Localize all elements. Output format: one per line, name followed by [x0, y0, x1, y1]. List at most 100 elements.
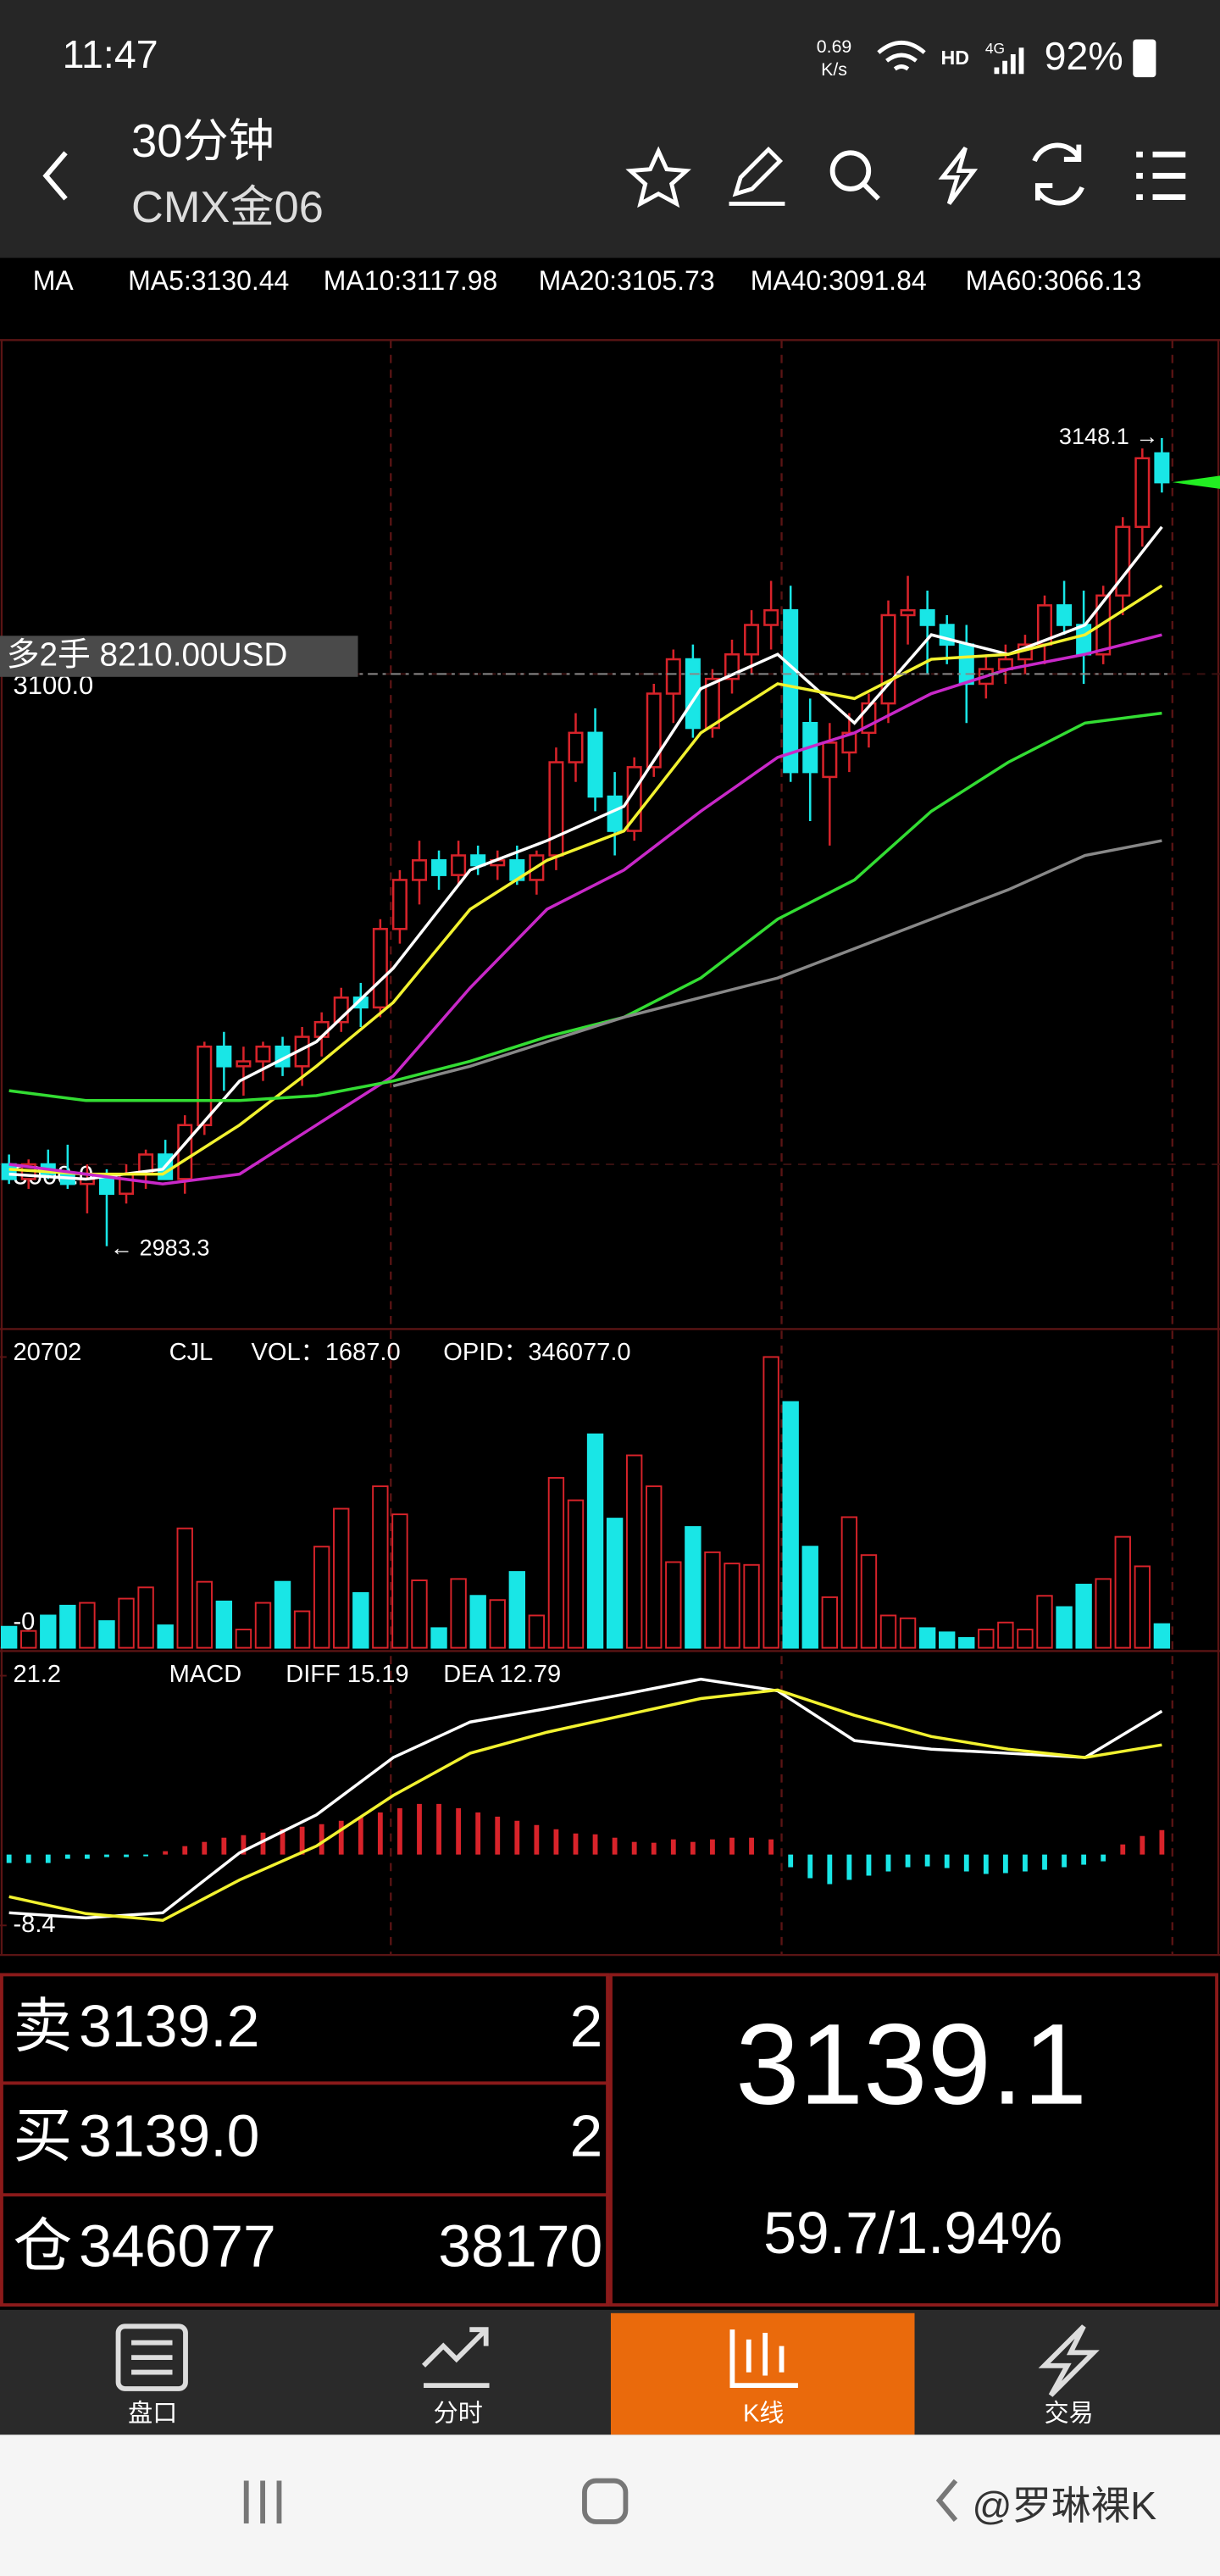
candle-body: [646, 692, 662, 769]
volume-bar: [801, 1546, 818, 1649]
volume-bar: [489, 1599, 506, 1649]
last-price: 3139.1: [735, 2000, 1087, 2129]
candle-body: [548, 761, 564, 857]
macd-legend-item: DEA 12.79: [443, 1661, 561, 1688]
ma-legend-item: MA5:3130.44: [128, 265, 289, 296]
candle-body: [216, 1045, 232, 1068]
candle-body: [665, 658, 681, 695]
ask-price: 3139.2: [79, 1993, 259, 2059]
volume-bar: [333, 1507, 350, 1649]
macd-line: [8, 1677, 1163, 1920]
volume-tick-label: 20702: [14, 1339, 82, 1366]
volume-bar: [391, 1513, 408, 1649]
high-label: 3148.1 →: [1059, 423, 1159, 449]
tab-icons: [115, 2323, 1100, 2397]
oi-change: 38170: [438, 2213, 602, 2279]
tab-label[interactable]: 分时: [434, 2400, 483, 2428]
chart-bg: [0, 258, 1220, 1972]
tab-label[interactable]: K线: [743, 2400, 784, 2428]
candle-body: [431, 859, 447, 876]
tab-label[interactable]: 盘口: [128, 2400, 177, 2428]
quote-panel: 卖 3139.2 2 买 3139.0 2 仓 346077 38170 313…: [0, 1971, 1220, 2310]
volume-bar: [665, 1561, 682, 1649]
volume-bar: [118, 1597, 135, 1649]
refresh-icon[interactable]: [1032, 142, 1084, 206]
volume-bar: [196, 1580, 213, 1649]
ma-legend-item: MA20:3105.73: [539, 265, 715, 296]
candle-body: [98, 1178, 114, 1196]
volume-bar: [724, 1563, 740, 1649]
price-change: 59.7/1.94%: [763, 2200, 1062, 2266]
bid-qty: 2: [569, 2103, 602, 2169]
ask-qty: 2: [569, 1993, 602, 2059]
volume-bar: [1134, 1565, 1151, 1649]
candle-body: [744, 624, 760, 656]
volume-bar: [1114, 1535, 1131, 1649]
candle-body: [177, 1124, 193, 1180]
candle-body: [470, 854, 486, 867]
back-button[interactable]: [42, 151, 68, 201]
back-nav-button[interactable]: [935, 2479, 958, 2522]
volume-bar: [137, 1586, 154, 1649]
volume-bar: [625, 1454, 643, 1649]
candle-body: [451, 854, 467, 876]
volume-bar: [879, 1614, 897, 1649]
macd-tick-label: 21.2: [14, 1661, 62, 1688]
volume-bar: [1056, 1606, 1073, 1649]
candle-body: [568, 731, 584, 763]
ma-line: [8, 633, 1162, 1186]
volume-bar: [313, 1546, 330, 1649]
tab-bar: [0, 2309, 1220, 2435]
ma-line: [8, 584, 1163, 1176]
volume-bar: [352, 1591, 369, 1649]
candle-body: [958, 643, 974, 686]
search-icon[interactable]: [829, 150, 880, 201]
volume-bar: [743, 1563, 760, 1649]
ma-legend: MA: [33, 265, 75, 296]
wifi-icon: [877, 41, 926, 71]
signal-icon: [994, 47, 1024, 75]
home-button[interactable]: [582, 2478, 629, 2524]
volume-bar: [450, 1578, 467, 1649]
favorite-icon[interactable]: [625, 146, 691, 208]
volume-bar: [704, 1551, 721, 1649]
flash-icon[interactable]: [938, 147, 979, 205]
candle-body: [197, 1045, 213, 1127]
volume-bar: [157, 1624, 174, 1649]
title: 30分钟: [131, 115, 274, 167]
candle-body: [587, 731, 603, 798]
time: 11:47: [63, 32, 158, 76]
volume-bar: [586, 1433, 604, 1649]
tab-label[interactable]: 交易: [1045, 2400, 1094, 2428]
volume-bar: [1075, 1584, 1092, 1649]
ma-legend-item: MA10:3117.98: [324, 265, 498, 296]
menu-icon[interactable]: [1136, 151, 1186, 201]
volume-bar: [567, 1499, 585, 1649]
volume-bar: [978, 1629, 995, 1649]
volume-bar: [646, 1485, 663, 1649]
volume-bar: [254, 1602, 272, 1649]
volume-bar: [1017, 1629, 1034, 1649]
bid-label: 买: [14, 2103, 73, 2169]
volume-bar: [40, 1614, 57, 1649]
ma-line: [8, 525, 1163, 1181]
volume-bar: [508, 1571, 525, 1649]
volume-bar: [899, 1617, 917, 1649]
volume-bar: [685, 1526, 702, 1649]
volume-bar: [782, 1401, 799, 1649]
top-bar: [0, 0, 1220, 258]
candle-body: [1095, 594, 1112, 656]
draw-icon[interactable]: [729, 147, 785, 206]
volume-bar: [98, 1620, 115, 1649]
candle-body: [1076, 624, 1092, 656]
volume-bar: [958, 1637, 975, 1649]
recent-apps-button[interactable]: [243, 2480, 282, 2523]
candle-body: [391, 879, 408, 930]
candle-body: [372, 928, 388, 1009]
ma-line: [8, 711, 1162, 1102]
volume-bar: [79, 1602, 96, 1649]
volume-bar: [372, 1485, 389, 1649]
volume-title: CJL: [169, 1339, 214, 1366]
position-label-bg: [0, 636, 358, 677]
